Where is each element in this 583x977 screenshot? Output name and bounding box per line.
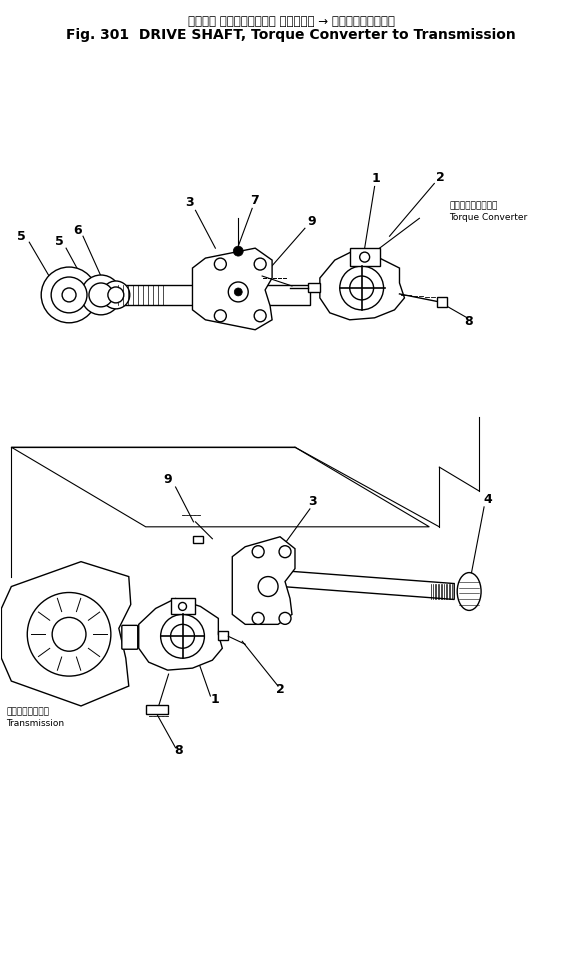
Text: 3: 3 [185, 196, 194, 209]
Text: トランスミション: トランスミション [6, 707, 50, 716]
Circle shape [41, 267, 97, 322]
Text: 3: 3 [308, 495, 317, 508]
Text: 2: 2 [436, 172, 445, 185]
Text: Transmission: Transmission [6, 719, 65, 728]
FancyBboxPatch shape [437, 297, 447, 307]
Circle shape [279, 546, 291, 558]
Circle shape [27, 592, 111, 676]
Circle shape [252, 613, 264, 624]
Circle shape [108, 287, 124, 303]
Circle shape [234, 288, 242, 296]
Text: 1: 1 [371, 173, 380, 186]
Circle shape [254, 310, 266, 321]
Circle shape [51, 277, 87, 313]
Circle shape [233, 246, 243, 256]
Circle shape [340, 266, 384, 310]
Circle shape [350, 276, 374, 300]
Polygon shape [139, 599, 222, 670]
FancyBboxPatch shape [194, 535, 203, 543]
Polygon shape [1, 562, 131, 706]
Circle shape [258, 576, 278, 597]
Text: 7: 7 [250, 194, 259, 207]
FancyBboxPatch shape [308, 283, 320, 292]
Text: 9: 9 [307, 215, 315, 229]
Circle shape [171, 624, 195, 648]
Text: 6: 6 [73, 224, 82, 237]
Circle shape [102, 281, 130, 309]
Circle shape [81, 275, 121, 315]
Text: トレフ　コンハータ: トレフ コンハータ [449, 201, 498, 210]
Circle shape [279, 613, 291, 624]
Ellipse shape [457, 573, 481, 611]
Circle shape [229, 282, 248, 302]
Circle shape [52, 617, 86, 652]
Circle shape [178, 603, 187, 611]
FancyBboxPatch shape [219, 631, 229, 640]
Text: 5: 5 [17, 231, 26, 243]
FancyBboxPatch shape [171, 599, 195, 615]
Text: Torque Converter: Torque Converter [449, 213, 528, 223]
Polygon shape [255, 569, 454, 600]
Text: 2: 2 [276, 683, 285, 696]
FancyBboxPatch shape [350, 248, 380, 266]
FancyBboxPatch shape [146, 705, 167, 714]
Text: 1: 1 [210, 693, 219, 706]
Text: 4: 4 [483, 493, 492, 506]
Text: 8: 8 [174, 743, 183, 757]
Circle shape [215, 310, 226, 321]
Text: 8: 8 [464, 315, 473, 328]
Polygon shape [320, 250, 405, 319]
Polygon shape [232, 536, 295, 624]
Circle shape [252, 546, 264, 558]
Polygon shape [11, 447, 429, 527]
Text: 5: 5 [55, 235, 64, 248]
Circle shape [360, 252, 370, 262]
Circle shape [254, 258, 266, 270]
Text: 9: 9 [164, 473, 172, 486]
Polygon shape [116, 285, 310, 305]
Circle shape [62, 288, 76, 302]
Circle shape [161, 615, 205, 658]
Circle shape [89, 283, 113, 307]
Polygon shape [192, 248, 272, 330]
FancyBboxPatch shape [122, 625, 138, 650]
Text: Fig. 301  DRIVE SHAFT, Torque Converter to Transmission: Fig. 301 DRIVE SHAFT, Torque Converter t… [66, 28, 516, 42]
Circle shape [215, 258, 226, 270]
Text: ドライブ シャフト　トルク コンバータ → トランスミッション: ドライブ シャフト トルク コンバータ → トランスミッション [188, 15, 395, 27]
